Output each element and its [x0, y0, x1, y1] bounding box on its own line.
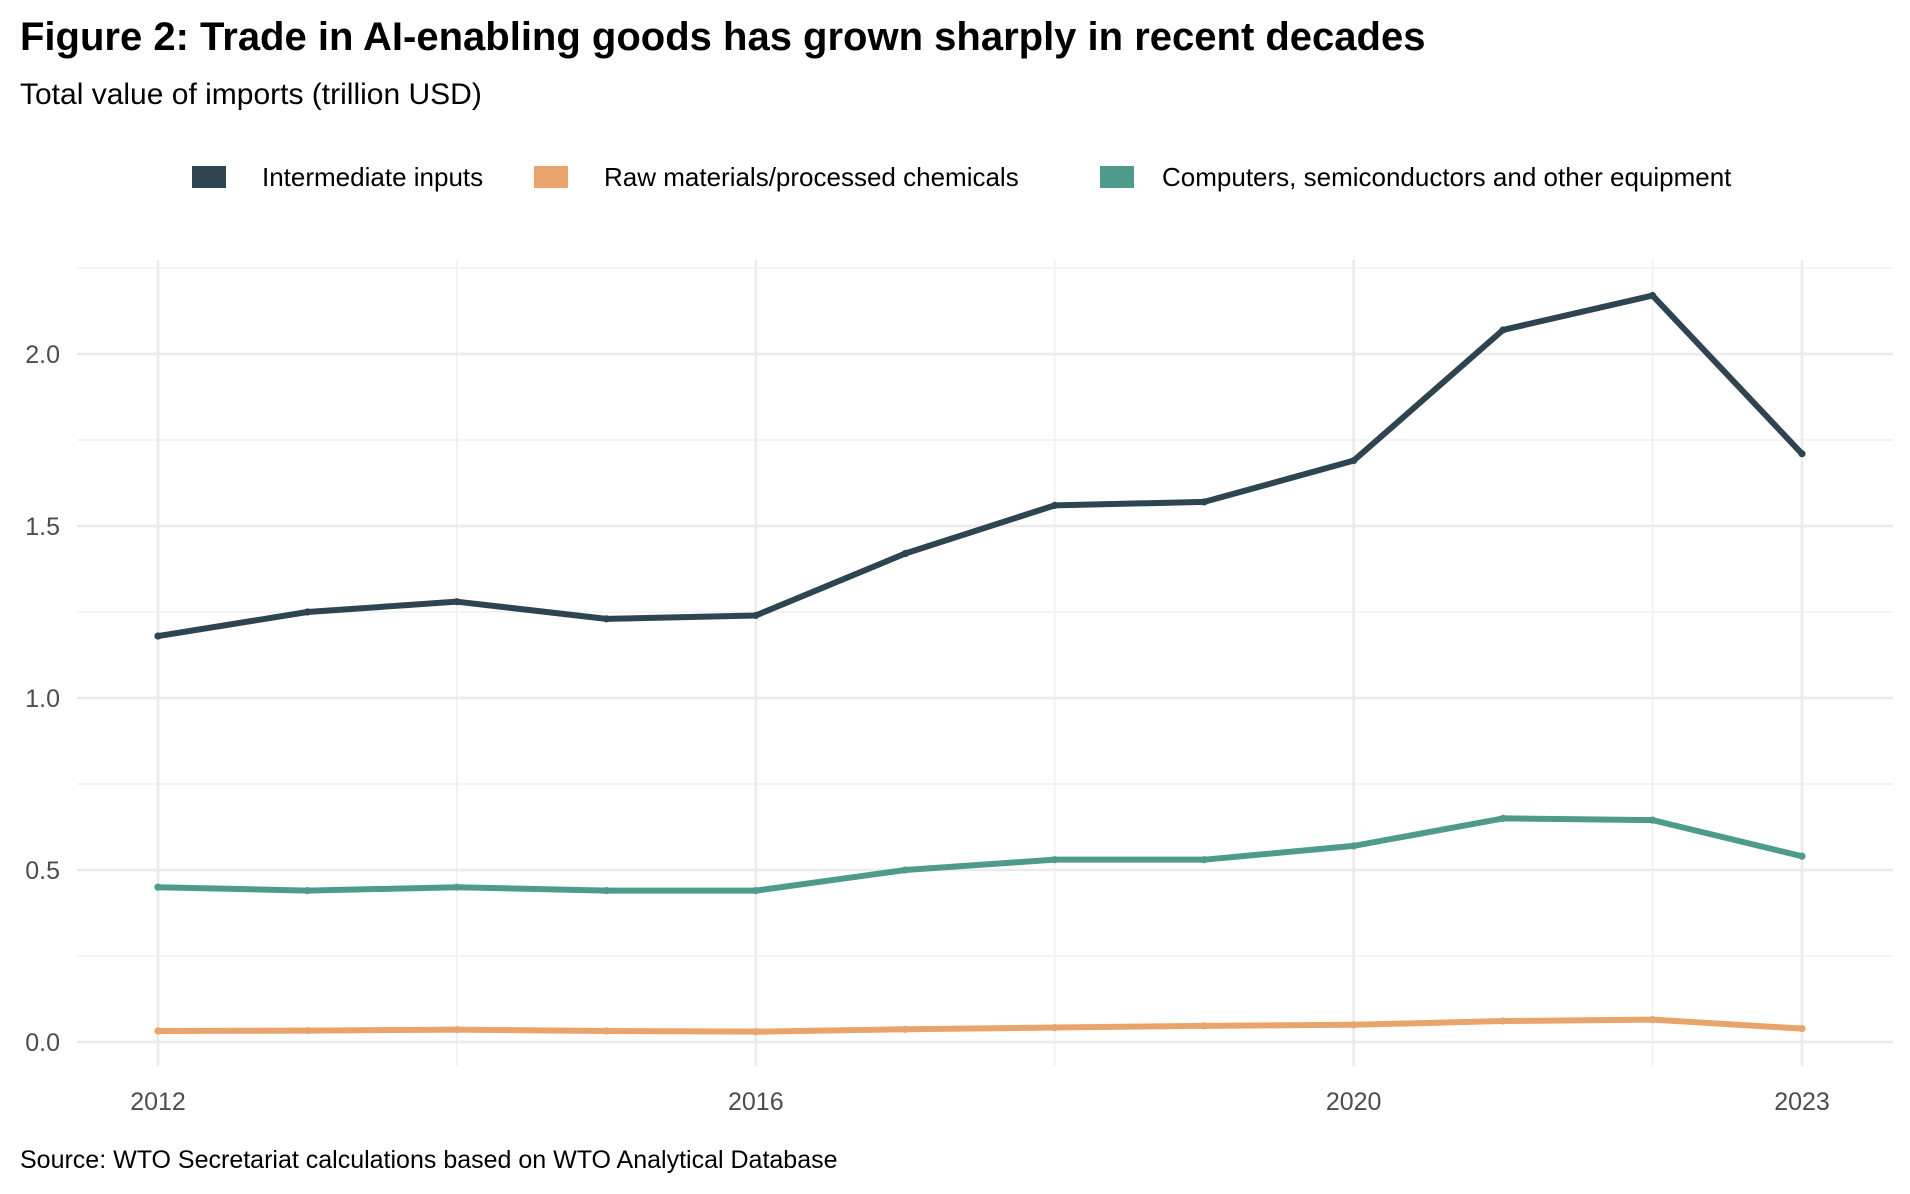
data-point-raw-materials-processed-chemicals-2016: [752, 1028, 760, 1036]
data-point-computers-semiconductors-and-other-equipment-2014: [453, 883, 461, 891]
data-point-computers-semiconductors-and-other-equipment-2013: [303, 887, 312, 895]
x-axis-ticks: 2012 2016 2020 2023: [130, 1088, 1830, 1116]
data-point-raw-materials-processed-chemicals-2022: [1648, 1016, 1657, 1024]
legend-label-raw-materials: Raw materials/processed chemicals: [604, 162, 1019, 192]
y-tick-label: 1.5: [25, 513, 60, 541]
x-tick-label: 2023: [1774, 1088, 1830, 1116]
data-point-intermediate-inputs-2023: [1798, 450, 1806, 458]
data-point-raw-materials-processed-chemicals-2012: [154, 1027, 162, 1035]
data-point-raw-materials-processed-chemicals-2021: [1499, 1017, 1507, 1025]
legend-swatch-raw-materials: [534, 166, 568, 188]
series-line-computers-semiconductors-and-other-equipment: [155, 815, 1805, 894]
legend: Intermediate inputs Raw materials/proces…: [192, 162, 1732, 192]
data-point-computers-semiconductors-and-other-equipment-2018: [1051, 856, 1059, 864]
data-point-computers-semiconductors-and-other-equipment-2023: [1798, 852, 1806, 860]
series-lines: [154, 291, 1806, 1036]
data-point-raw-materials-processed-chemicals-2023: [1798, 1024, 1806, 1033]
data-point-intermediate-inputs-2022: [1648, 291, 1657, 300]
data-point-intermediate-inputs-2012: [154, 632, 162, 640]
data-point-computers-semiconductors-and-other-equipment-2012: [154, 883, 162, 891]
data-point-computers-semiconductors-and-other-equipment-2015: [602, 887, 610, 895]
data-point-intermediate-inputs-2014: [453, 598, 461, 606]
data-point-raw-materials-processed-chemicals-2019: [1200, 1022, 1208, 1030]
y-tick-label: 1.0: [25, 685, 60, 713]
x-tick-label: 2016: [728, 1088, 784, 1116]
chart-title: Figure 2: Trade in AI-enabling goods has…: [20, 15, 1425, 59]
data-point-computers-semiconductors-and-other-equipment-2021: [1499, 814, 1507, 823]
data-point-computers-semiconductors-and-other-equipment-2017: [901, 866, 909, 874]
y-tick-label: 2.0: [25, 341, 60, 369]
gridlines: [77, 260, 1893, 1066]
data-point-intermediate-inputs-2013: [303, 608, 312, 616]
data-point-computers-semiconductors-and-other-equipment-2019: [1200, 856, 1208, 864]
data-point-raw-materials-processed-chemicals-2015: [602, 1027, 610, 1035]
chart-subtitle: Total value of imports (trillion USD): [20, 78, 482, 111]
data-point-raw-materials-processed-chemicals-2018: [1051, 1023, 1059, 1032]
data-point-raw-materials-processed-chemicals-2014: [453, 1026, 461, 1034]
legend-label-computers: Computers, semiconductors and other equi…: [1162, 162, 1732, 192]
y-axis-ticks: 0.0 0.5 1.0 1.5 2.0: [25, 341, 60, 1057]
legend-swatch-computers: [1100, 166, 1134, 188]
data-point-intermediate-inputs-2018: [1051, 501, 1059, 509]
data-point-intermediate-inputs-2015: [602, 615, 610, 623]
data-point-intermediate-inputs-2021: [1499, 326, 1507, 334]
data-point-intermediate-inputs-2017: [901, 549, 909, 558]
data-point-raw-materials-processed-chemicals-2020: [1350, 1021, 1358, 1029]
series-line-intermediate-inputs: [155, 292, 1805, 640]
data-point-raw-materials-processed-chemicals-2017: [901, 1025, 909, 1033]
data-point-computers-semiconductors-and-other-equipment-2022: [1648, 816, 1657, 824]
legend-label-intermediate-inputs: Intermediate inputs: [262, 162, 483, 192]
data-point-computers-semiconductors-and-other-equipment-2020: [1350, 842, 1358, 850]
x-tick-label: 2012: [130, 1088, 186, 1116]
y-tick-label: 0.5: [25, 857, 60, 885]
source-caption: Source: WTO Secretariat calculations bas…: [20, 1146, 838, 1174]
data-point-intermediate-inputs-2020: [1350, 457, 1358, 465]
data-point-intermediate-inputs-2019: [1200, 498, 1208, 506]
data-point-computers-semiconductors-and-other-equipment-2016: [752, 887, 760, 895]
legend-swatch-intermediate-inputs: [192, 166, 226, 188]
data-point-intermediate-inputs-2016: [752, 611, 760, 620]
data-point-raw-materials-processed-chemicals-2013: [303, 1027, 312, 1035]
x-tick-label: 2020: [1326, 1088, 1382, 1116]
y-tick-label: 0.0: [25, 1029, 60, 1057]
series-line-raw-materials-processed-chemicals: [155, 1016, 1805, 1035]
